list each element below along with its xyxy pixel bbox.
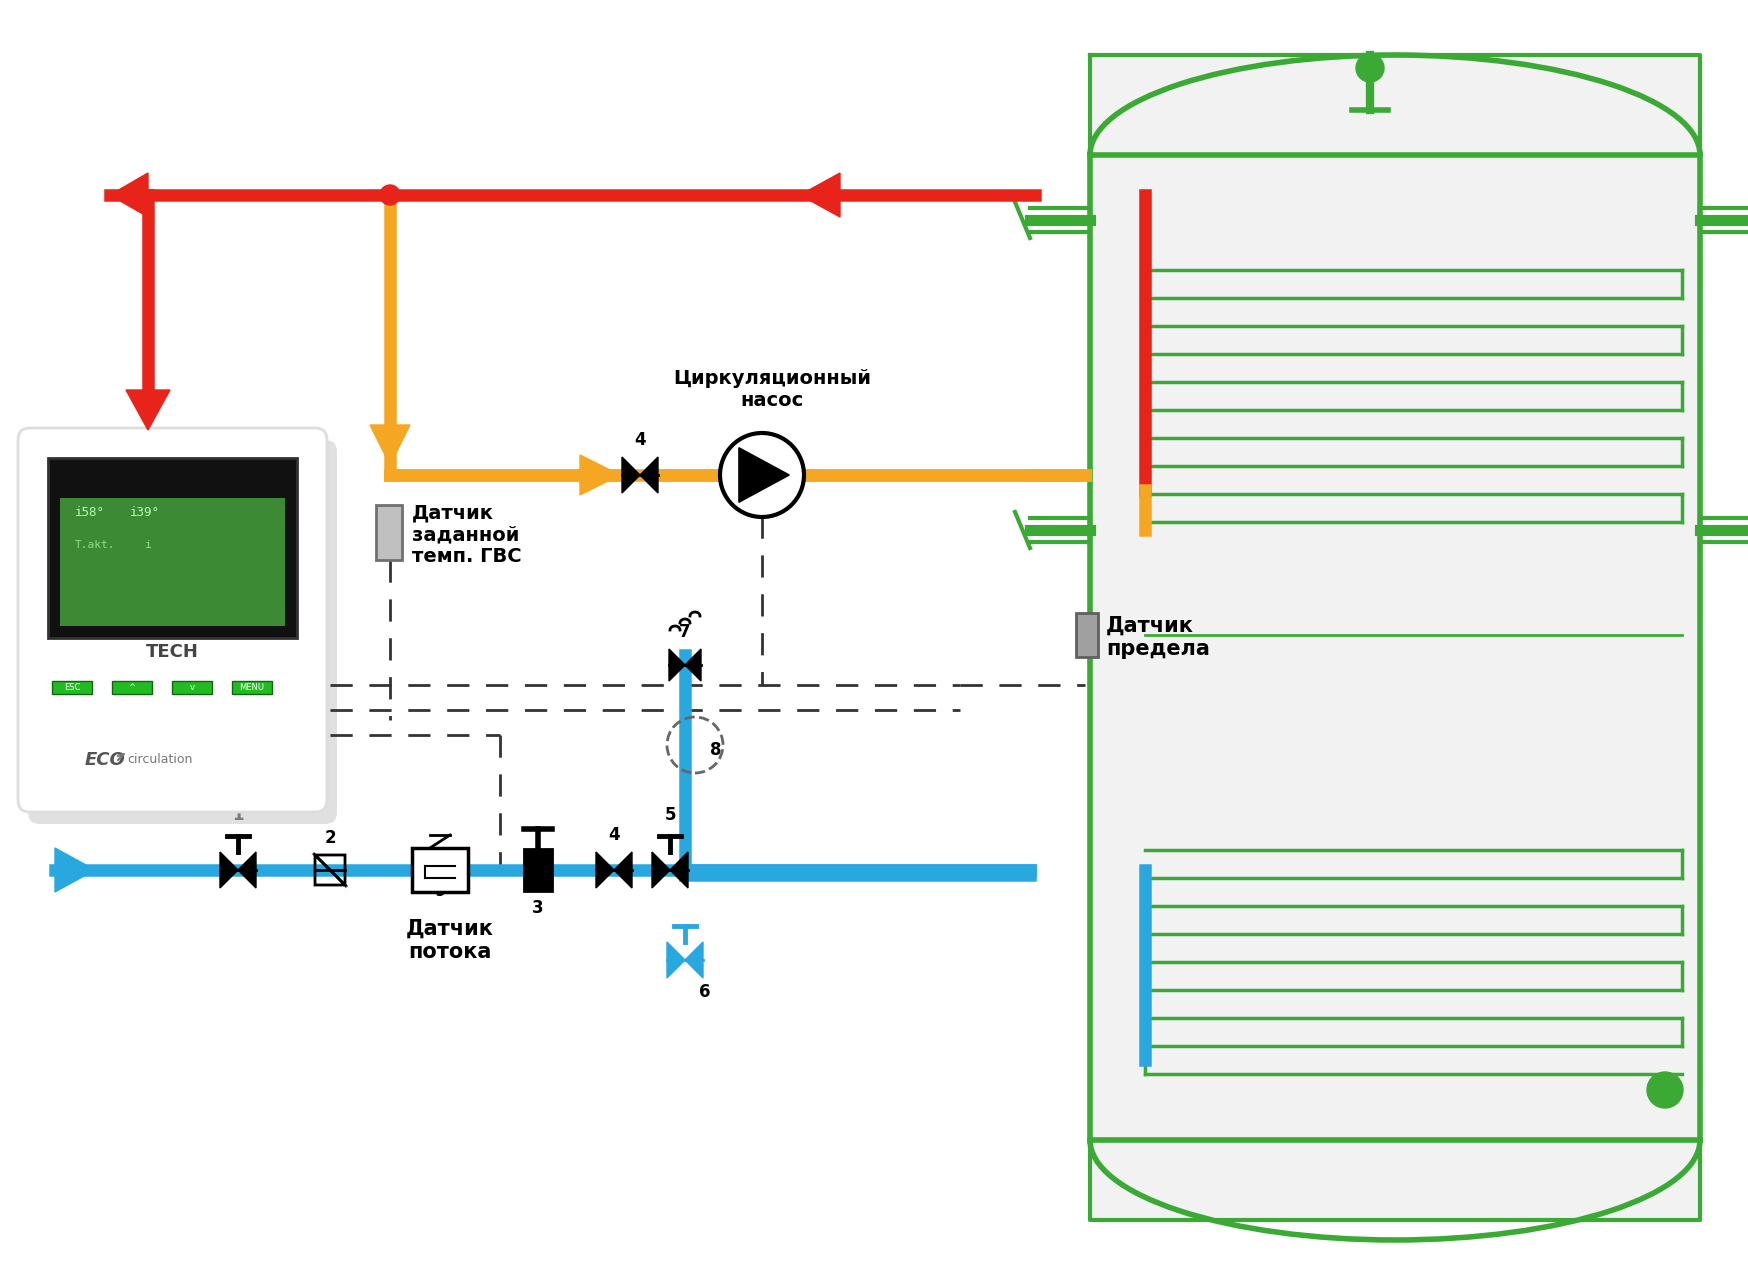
Polygon shape [614, 852, 633, 888]
Polygon shape [126, 389, 170, 430]
Polygon shape [54, 848, 94, 893]
Text: i39°: i39° [129, 506, 161, 518]
Circle shape [1356, 54, 1384, 82]
FancyBboxPatch shape [28, 441, 337, 824]
Text: 2: 2 [323, 829, 336, 847]
Text: 5: 5 [664, 806, 676, 824]
Text: 4: 4 [635, 432, 645, 450]
Polygon shape [685, 649, 701, 681]
Circle shape [1647, 1071, 1683, 1108]
Text: T.akt.: T.akt. [75, 540, 115, 550]
Text: i: i [145, 540, 152, 550]
Text: v: v [189, 682, 194, 692]
Bar [376, 504, 402, 561]
Text: circulation: circulation [128, 753, 192, 766]
Text: Датчик
предела: Датчик предела [1106, 616, 1210, 659]
Polygon shape [580, 455, 621, 495]
Bar [1077, 613, 1098, 656]
Text: ^: ^ [129, 682, 136, 692]
Bar [112, 681, 152, 693]
Polygon shape [640, 457, 657, 493]
Polygon shape [801, 172, 841, 217]
Text: 6: 6 [699, 983, 710, 1001]
Circle shape [379, 185, 400, 206]
Bar [52, 681, 93, 693]
Text: Циркуляционный
насос: Циркуляционный насос [673, 369, 871, 410]
Bar [1091, 55, 1701, 1220]
Text: 8: 8 [710, 741, 722, 759]
Polygon shape [596, 852, 614, 888]
Circle shape [720, 433, 804, 517]
Polygon shape [220, 852, 238, 888]
Bar [171, 681, 212, 693]
Text: 7: 7 [680, 623, 690, 641]
Polygon shape [669, 852, 689, 888]
FancyBboxPatch shape [17, 428, 327, 812]
Text: ECO: ECO [86, 751, 126, 769]
Text: MENU: MENU [239, 682, 264, 692]
Text: TECH: TECH [145, 644, 199, 661]
Text: i58°: i58° [75, 506, 105, 518]
Polygon shape [685, 942, 703, 978]
Text: 9: 9 [434, 882, 446, 900]
Polygon shape [238, 852, 255, 888]
Polygon shape [669, 649, 685, 681]
Text: 1: 1 [232, 806, 243, 824]
Bar [47, 458, 297, 638]
Polygon shape [739, 448, 790, 502]
Polygon shape [652, 852, 669, 888]
Text: 4: 4 [608, 826, 621, 844]
Polygon shape [668, 942, 685, 978]
Text: Датчик
потока: Датчик потока [406, 918, 495, 962]
Bar [413, 848, 468, 893]
Polygon shape [371, 425, 411, 465]
Text: Датчик
заданной
темп. ГВС: Датчик заданной темп. ГВС [413, 503, 521, 567]
Bar [59, 498, 285, 626]
Text: ESC: ESC [65, 682, 80, 692]
Polygon shape [622, 457, 640, 493]
Bar [524, 849, 552, 891]
Polygon shape [110, 172, 149, 217]
Text: 3: 3 [531, 899, 544, 917]
Bar [232, 681, 273, 693]
